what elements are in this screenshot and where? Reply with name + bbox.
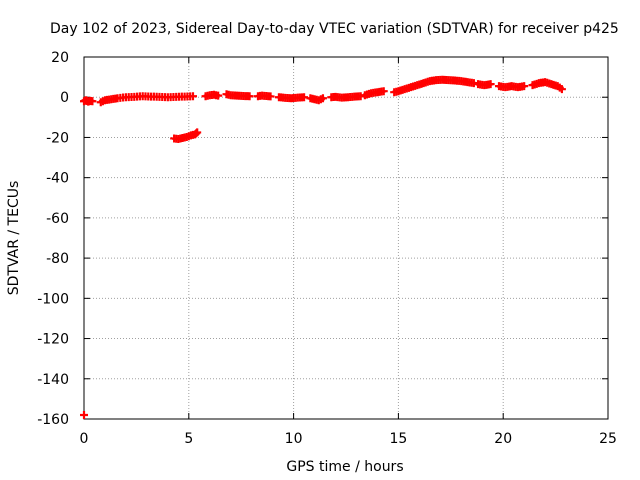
- data-point: [520, 82, 529, 91]
- x-axis-ticks: 0 5 10 15 20 25: [80, 57, 617, 447]
- y-tick-label: 0: [60, 90, 69, 106]
- y-tick-label: -20: [46, 130, 69, 146]
- plot-frame: [83, 56, 609, 420]
- x-tick-label: 5: [184, 431, 193, 447]
- y-tick-label: -40: [46, 171, 69, 187]
- y-tick-label: -80: [46, 251, 69, 267]
- data-point: [379, 87, 388, 96]
- data-series: [80, 75, 566, 419]
- data-point: [88, 97, 97, 106]
- y-tick-label: -100: [37, 291, 69, 307]
- chart-title: Day 102 of 2023, Sidereal Day-to-day VTE…: [50, 21, 619, 37]
- x-tick-label: 10: [285, 431, 303, 447]
- y-tick-label: -120: [37, 332, 69, 348]
- y-axis-ticks: 20 0 -20 -40 -60 -80 -100 -120 -140 -160: [37, 50, 608, 428]
- data-point: [214, 91, 223, 100]
- grid: [84, 57, 608, 419]
- data-point: [486, 80, 495, 89]
- data-point: [266, 92, 275, 101]
- y-tick-label: -60: [46, 211, 69, 227]
- x-axis-label: GPS time / hours: [286, 459, 403, 475]
- data-point: [318, 94, 327, 103]
- x-tick-label: 15: [389, 431, 407, 447]
- y-tick-label: -160: [37, 412, 69, 428]
- data-point: [80, 410, 88, 419]
- y-tick-label: 20: [51, 50, 69, 66]
- y-axis-label: SDTVAR / TECUs: [6, 181, 22, 296]
- data-point: [193, 128, 202, 137]
- data-point: [188, 92, 197, 101]
- axes: [83, 56, 609, 420]
- data-point: [245, 92, 254, 101]
- x-tick-label: 0: [80, 431, 89, 447]
- data-point: [557, 85, 566, 94]
- x-tick-label: 25: [599, 431, 617, 447]
- y-tick-label: -140: [37, 372, 69, 388]
- x-tick-label: 20: [494, 431, 512, 447]
